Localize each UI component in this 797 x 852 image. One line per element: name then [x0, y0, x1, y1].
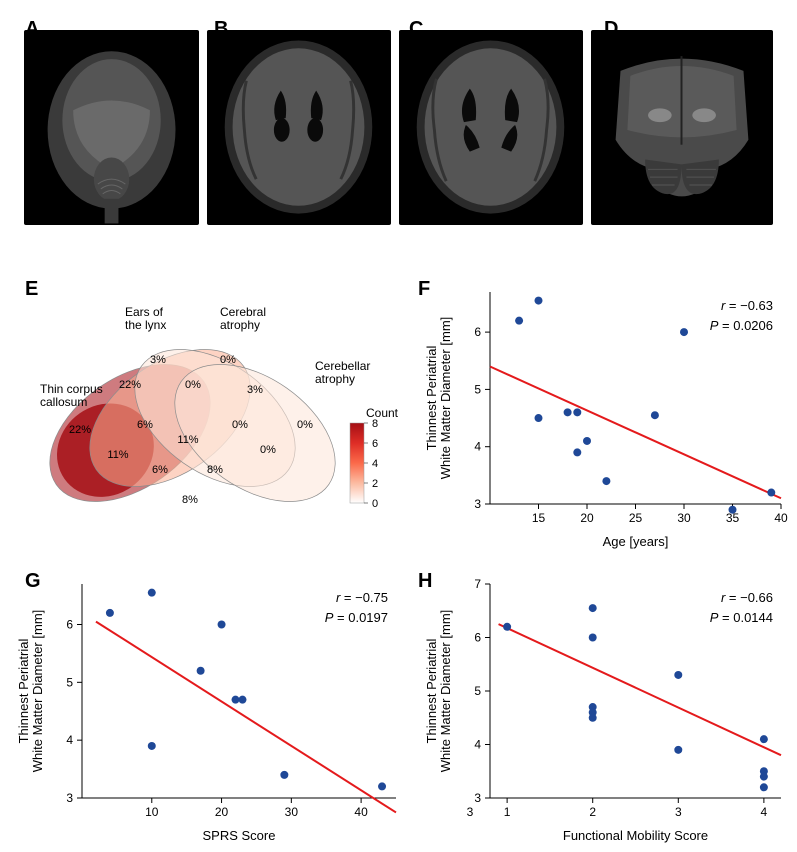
- svg-text:0%: 0%: [260, 444, 276, 456]
- svg-text:6: 6: [66, 617, 73, 631]
- svg-text:11%: 11%: [177, 434, 198, 446]
- svg-text:40: 40: [774, 511, 788, 525]
- svg-text:4: 4: [66, 733, 73, 747]
- svg-text:the lynx: the lynx: [125, 318, 166, 332]
- svg-text:4: 4: [474, 440, 481, 454]
- svg-text:6: 6: [372, 438, 378, 450]
- svg-text:Count: Count: [366, 406, 399, 420]
- mri-b: [207, 30, 391, 225]
- svg-text:7: 7: [474, 577, 481, 591]
- svg-text:r = −0.66: r = −0.66: [721, 590, 773, 605]
- svg-text:0%: 0%: [185, 379, 201, 391]
- svg-text:4: 4: [474, 738, 481, 752]
- svg-text:11%: 11%: [107, 449, 128, 461]
- svg-text:callosum: callosum: [40, 395, 87, 409]
- svg-text:5: 5: [66, 675, 73, 689]
- svg-text:r = −0.63: r = −0.63: [721, 298, 773, 313]
- svg-text:0: 0: [372, 498, 378, 510]
- svg-text:P = 0.0206: P = 0.0206: [710, 318, 773, 333]
- svg-text:30: 30: [285, 805, 299, 819]
- svg-text:3: 3: [474, 497, 481, 511]
- svg-text:8%: 8%: [182, 494, 198, 506]
- svg-text:5: 5: [474, 684, 481, 698]
- svg-text:2: 2: [372, 478, 378, 490]
- svg-text:P = 0.0144: P = 0.0144: [710, 610, 773, 625]
- svg-text:Cerebral: Cerebral: [220, 305, 266, 319]
- svg-text:3: 3: [467, 805, 474, 819]
- scatter-h: 1 2 3 4 3 4 5 6 7 3 Functional Mobility Score Thinn…: [418, 570, 793, 850]
- svg-text:Thinnest Periatrial: Thinnest Periatrial: [424, 346, 439, 451]
- svg-text:Age [years]: Age [years]: [603, 534, 669, 549]
- svg-text:4: 4: [372, 458, 378, 470]
- mri-c: [399, 30, 583, 225]
- svg-text:0%: 0%: [297, 419, 313, 431]
- svg-text:atrophy: atrophy: [315, 372, 355, 386]
- svg-text:8: 8: [372, 418, 378, 430]
- svg-text:P = 0.0197: P = 0.0197: [325, 610, 388, 625]
- svg-text:6: 6: [474, 631, 481, 645]
- svg-text:40: 40: [354, 805, 368, 819]
- svg-text:SPRS Score: SPRS Score: [203, 828, 276, 843]
- svg-text:6%: 6%: [137, 419, 153, 431]
- svg-text:4: 4: [761, 805, 768, 819]
- svg-text:6: 6: [474, 325, 481, 339]
- svg-text:3: 3: [675, 805, 682, 819]
- svg-text:Thinnest Periatrial: Thinnest Periatrial: [424, 639, 439, 744]
- svg-text:0%: 0%: [220, 354, 236, 366]
- svg-text:20: 20: [215, 805, 229, 819]
- svg-text:20: 20: [580, 511, 594, 525]
- svg-text:3%: 3%: [247, 384, 263, 396]
- svg-text:White Matter Diameter [mm]: White Matter Diameter [mm]: [438, 317, 453, 480]
- svg-text:Thin corpus: Thin corpus: [40, 382, 103, 396]
- svg-text:White Matter Diameter [mm]: White Matter Diameter [mm]: [438, 610, 453, 773]
- svg-text:r = −0.75: r = −0.75: [336, 590, 388, 605]
- svg-text:Cerebellar: Cerebellar: [315, 359, 370, 373]
- svg-text:atrophy: atrophy: [220, 318, 260, 332]
- scatter-g: 10 20 30 40 3 4 5 6 SPRS Score Thinnest Periatria…: [10, 570, 408, 850]
- mri-a: [24, 30, 199, 225]
- svg-text:Ears of: Ears of: [125, 305, 164, 319]
- svg-text:3%: 3%: [150, 354, 166, 366]
- svg-text:1: 1: [504, 805, 511, 819]
- svg-text:22%: 22%: [69, 424, 91, 436]
- scatter-f: 1520253035403456Age [years]Thinnest Peri…: [418, 278, 793, 556]
- svg-text:3: 3: [474, 791, 481, 805]
- svg-text:Thinnest Periatrial: Thinnest Periatrial: [16, 639, 31, 744]
- svg-text:5: 5: [474, 382, 481, 396]
- mri-d: [591, 30, 773, 225]
- svg-text:15: 15: [532, 511, 546, 525]
- svg-text:0%: 0%: [232, 419, 248, 431]
- svg-text:White Matter Diameter [mm]: White Matter Diameter [mm]: [30, 610, 45, 773]
- svg-text:Functional Mobility Score: Functional Mobility Score: [563, 828, 708, 843]
- svg-text:2: 2: [589, 805, 596, 819]
- svg-text:3: 3: [66, 791, 73, 805]
- venn-diagram: 22% 3% 0% 0% 22% 6% 11% 0% 3% 0% 11% 0% 6% 8% 8% Thin c…: [10, 278, 410, 558]
- svg-text:6%: 6%: [152, 464, 168, 476]
- svg-text:22%: 22%: [119, 379, 141, 391]
- svg-text:8%: 8%: [207, 464, 223, 476]
- svg-text:30: 30: [677, 511, 691, 525]
- svg-text:10: 10: [145, 805, 159, 819]
- mri-row: [24, 30, 773, 225]
- svg-text:25: 25: [629, 511, 643, 525]
